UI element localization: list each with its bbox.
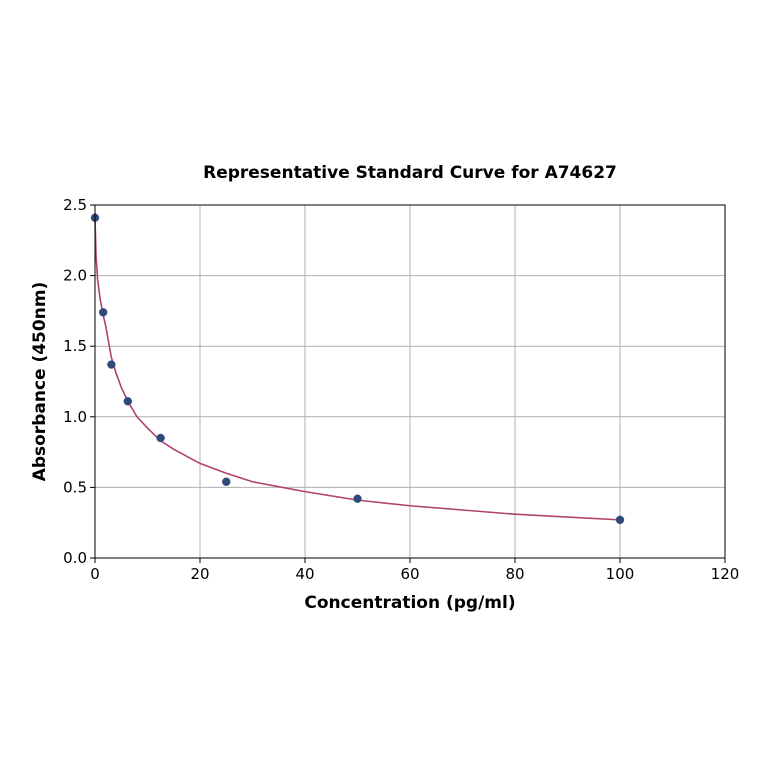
fit-curve-layer: [94, 217, 621, 521]
y-tick-label: 1.0: [63, 408, 87, 426]
data-point: [156, 433, 165, 443]
x-tick-label: 40: [295, 565, 314, 583]
chart-title: Representative Standard Curve for A74627: [203, 163, 617, 183]
x-tick-label: 20: [190, 565, 209, 583]
x-tick-label: 100: [606, 565, 635, 583]
y-axis-label: Absorbance (450nm): [30, 282, 50, 482]
data-point: [353, 494, 362, 503]
x-axis-label: Concentration (pg/ml): [304, 593, 515, 613]
x-tick-label: 60: [400, 565, 419, 583]
x-tick-label: 0: [90, 565, 100, 583]
data-point: [123, 397, 133, 406]
y-tick-label: 2.0: [63, 267, 87, 285]
data-point: [107, 360, 116, 369]
data-point: [222, 477, 231, 487]
y-tick-label: 0.5: [63, 478, 87, 496]
y-axis-ticks: 0.0 0.5 1.0 1.5 2.0 2.5: [63, 196, 95, 567]
data-point: [98, 308, 108, 317]
y-tick-label: 0.0: [63, 549, 87, 567]
fit-curve: [94, 217, 621, 521]
data-point: [615, 515, 625, 525]
x-tick-label: 120: [711, 565, 740, 583]
y-tick-label: 1.5: [63, 337, 87, 355]
x-tick-label: 80: [505, 565, 524, 583]
x-axis-ticks: 0 20 40 60 80 100 120: [90, 558, 739, 583]
data-points-layer: [90, 213, 625, 525]
y-tick-label: 2.5: [63, 196, 87, 214]
